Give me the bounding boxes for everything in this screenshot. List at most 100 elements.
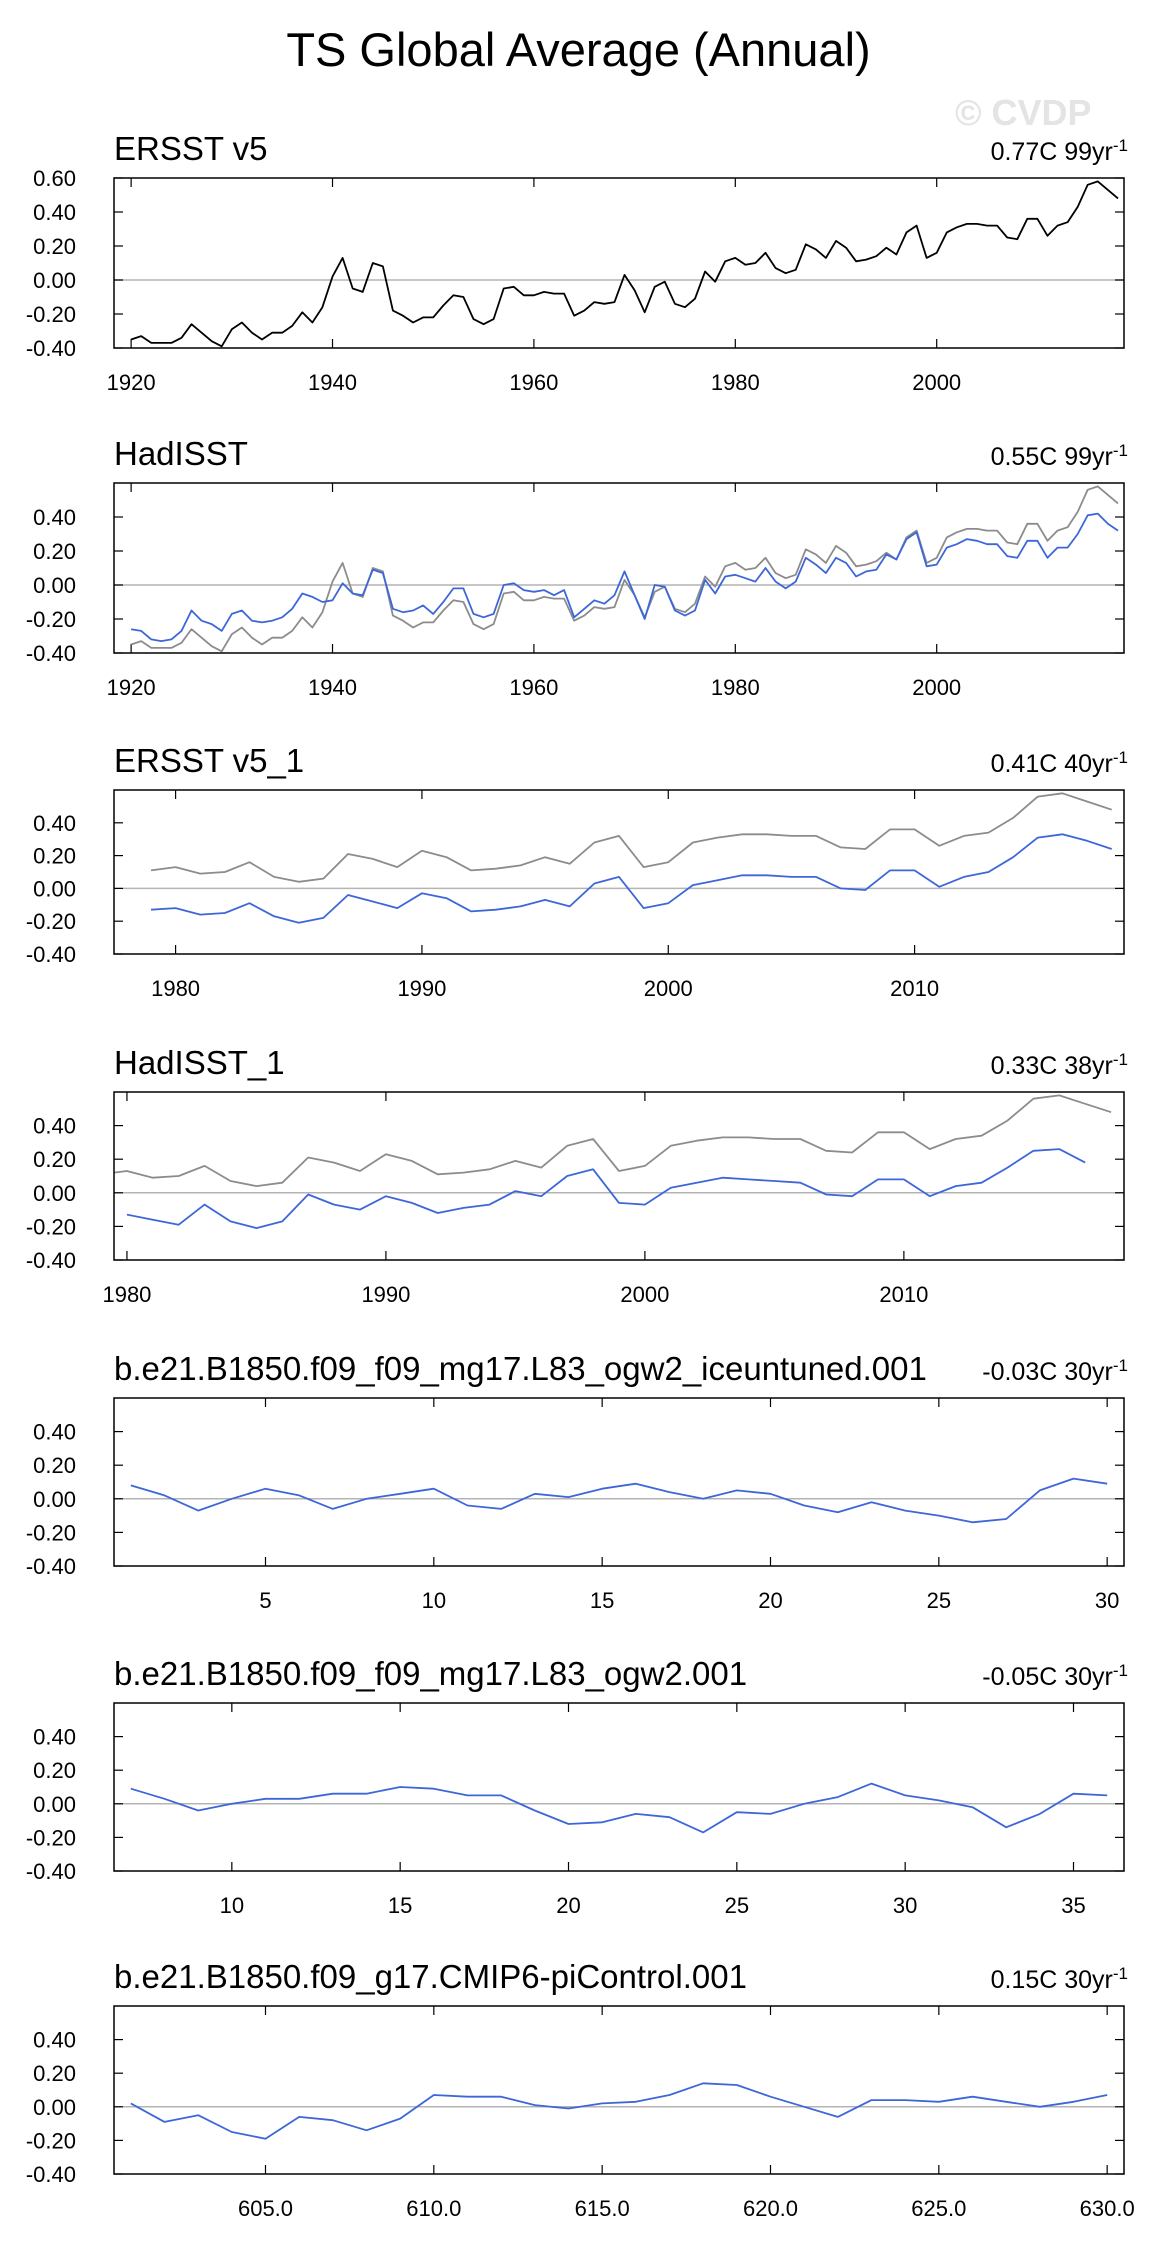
trend-label: -0.03C 30yr-1 <box>982 1356 1128 1386</box>
x-tick-label: 2000 <box>912 370 961 395</box>
x-tick-label: 610.0 <box>406 2196 461 2221</box>
y-tick-label: 0.00 <box>33 2095 76 2120</box>
y-tick-label: 0.60 <box>33 166 76 191</box>
y-tick-label: -0.40 <box>26 641 76 666</box>
plot-frame <box>113 1397 1125 1567</box>
trend-label: 0.15C 30yr-1 <box>991 1964 1128 1994</box>
trend-label: -0.05C 30yr-1 <box>982 1661 1128 1691</box>
x-tick-label: 10 <box>422 1588 446 1613</box>
panel-3: ERSST v5_1 0.41C 40yr-1 -0.40 -0.20 0.00 0.20… <box>26 742 1128 1001</box>
x-tick-label: 1990 <box>397 976 446 1001</box>
plot-frame <box>113 177 1125 349</box>
x-tick-label: 10 <box>220 1893 244 1918</box>
x-tick-label: 20 <box>758 1588 782 1613</box>
trend-label: 0.33C 38yr-1 <box>991 1050 1128 1080</box>
watermark-label: © CVDP <box>955 92 1092 133</box>
x-tick-label: 1980 <box>711 675 760 700</box>
y-tick-label: 0.40 <box>33 200 76 225</box>
x-tick-label: 2000 <box>644 976 693 1001</box>
x-tick-label: 1980 <box>102 1282 151 1307</box>
series-line-1 <box>130 2082 1108 2140</box>
x-tick-label: 630.0 <box>1080 2196 1135 2221</box>
y-tick-label: -0.20 <box>26 1214 76 1239</box>
x-tick-label: 15 <box>590 1588 614 1613</box>
y-tick-label: 0.40 <box>33 1114 76 1139</box>
y-tick-label: -0.20 <box>26 2128 76 2153</box>
y-tick-label: 0.40 <box>33 505 76 530</box>
panel-4: HadISST_1 0.33C 38yr-1 -0.40 -0.20 0.00 0.20 0… <box>26 1044 1128 1307</box>
x-tick-label: 25 <box>927 1588 951 1613</box>
x-tick-label: 620.0 <box>743 2196 798 2221</box>
panel-title: b.e21.B1850.f09_f09_mg17.L83_ogw2.001 <box>114 1655 747 1692</box>
plot-frame <box>113 482 1125 654</box>
y-tick-label: 0.00 <box>33 268 76 293</box>
y-tick-label: 0.00 <box>33 1181 76 1206</box>
x-tick-label: 1960 <box>509 370 558 395</box>
y-tick-label: 0.40 <box>33 811 76 836</box>
x-tick-label: 1990 <box>361 1282 410 1307</box>
series-line-1 <box>130 180 1119 348</box>
y-tick-label: -0.20 <box>26 1520 76 1545</box>
x-tick-label: 20 <box>556 1893 580 1918</box>
plot-frame <box>113 789 1125 955</box>
x-tick-label: 30 <box>893 1893 917 1918</box>
x-tick-label: 2000 <box>912 675 961 700</box>
y-tick-label: 0.00 <box>33 1487 76 1512</box>
panel-5: b.e21.B1850.f09_f09_mg17.L83_ogw2_iceunt… <box>26 1350 1128 1613</box>
series-line-2 <box>130 512 1119 642</box>
y-tick-label: 0.20 <box>33 844 76 869</box>
y-tick-label: 0.20 <box>33 1147 76 1172</box>
plot-frame <box>113 1091 1125 1261</box>
y-tick-label: 0.00 <box>33 573 76 598</box>
y-tick-label: -0.40 <box>26 1859 76 1884</box>
x-tick-label: 605.0 <box>238 2196 293 2221</box>
x-tick-label: 1940 <box>308 370 357 395</box>
x-tick-label: 30 <box>1095 1588 1119 1613</box>
panel-title: ERSST v5 <box>114 130 267 167</box>
y-tick-label: -0.40 <box>26 1554 76 1579</box>
trend-label: 0.41C 40yr-1 <box>991 748 1128 778</box>
x-tick-label: 1920 <box>107 675 156 700</box>
panel-6: b.e21.B1850.f09_f09_mg17.L83_ogw2.001 -0.… <box>26 1655 1128 1918</box>
x-tick-label: 2000 <box>620 1282 669 1307</box>
x-tick-label: 1980 <box>151 976 200 1001</box>
y-tick-label: 0.00 <box>33 876 76 901</box>
x-tick-label: 5 <box>259 1588 271 1613</box>
y-tick-label: -0.20 <box>26 607 76 632</box>
y-tick-label: -0.20 <box>26 302 76 327</box>
y-tick-label: 0.00 <box>33 1792 76 1817</box>
plot-frame <box>113 2005 1125 2175</box>
y-tick-label: 0.40 <box>33 1725 76 1750</box>
y-tick-label: -0.20 <box>26 1825 76 1850</box>
x-tick-label: 35 <box>1061 1893 1085 1918</box>
y-tick-label: 0.20 <box>33 539 76 564</box>
y-tick-label: 0.20 <box>33 1453 76 1478</box>
x-tick-label: 625.0 <box>911 2196 966 2221</box>
x-tick-label: 1920 <box>107 370 156 395</box>
y-tick-label: 0.20 <box>33 2061 76 2086</box>
y-tick-label: 0.40 <box>33 1420 76 1445</box>
x-tick-label: 15 <box>388 1893 412 1918</box>
series-line-1 <box>130 1477 1108 1524</box>
panel-1: ERSST v5 0.77C 99yr-1 -0.40 -0.20 0.00 0.20 0.… <box>26 130 1128 395</box>
panel-7: b.e21.B1850.f09_g17.CMIP6-piControl.001 0… <box>26 1958 1135 2221</box>
panel-title: HadISST_1 <box>114 1044 285 1081</box>
plot-frame <box>113 1702 1125 1872</box>
series-line-1 <box>150 792 1112 883</box>
x-tick-label: 615.0 <box>575 2196 630 2221</box>
y-tick-label: -0.40 <box>26 1248 76 1273</box>
trend-label: 0.55C 99yr-1 <box>991 441 1128 471</box>
series-line-1 <box>130 1782 1108 1834</box>
x-tick-label: 1940 <box>308 675 357 700</box>
panel-title: ERSST v5_1 <box>114 742 304 779</box>
x-tick-label: 2010 <box>890 976 939 1001</box>
x-tick-label: 2010 <box>879 1282 928 1307</box>
panel-title: HadISST <box>114 435 248 472</box>
y-tick-label: 0.20 <box>33 234 76 259</box>
y-tick-label: -0.40 <box>26 942 76 967</box>
series-line-1 <box>130 485 1119 653</box>
y-tick-label: -0.40 <box>26 2162 76 2187</box>
y-tick-label: -0.20 <box>26 909 76 934</box>
y-tick-label: 0.40 <box>33 2028 76 2053</box>
